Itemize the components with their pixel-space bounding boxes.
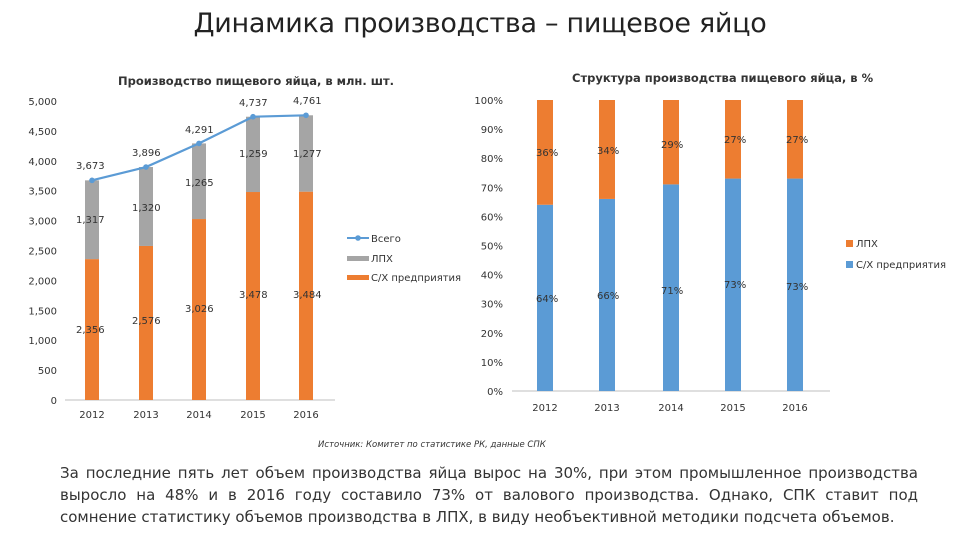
data-label-household: 1,277 [293,149,322,160]
data-label-household-share: 27% [786,135,808,146]
y-tick-label: 4,000 [28,157,57,168]
y-tick-label: 0 [51,396,57,407]
legend-swatch-enterprise [846,261,853,268]
data-label-household: 1,265 [185,178,214,189]
data-label-enterprise-share: 64% [536,294,558,305]
x-tick-label: 2015 [720,403,745,414]
y-tick-label: 90% [481,125,503,136]
y-tick-label: 100% [474,96,503,107]
y-tick-label: 70% [481,183,503,194]
y-tick-label: 50% [481,242,503,253]
legend-label-household: ЛПХ [856,239,878,250]
data-label-total: 3,673 [76,161,105,172]
bar-household [299,115,313,192]
data-label-household-share: 36% [536,148,558,159]
point-total [196,140,202,147]
bar-enterprise-share [663,184,679,391]
x-tick-label: 2012 [79,410,104,421]
y-tick-label: 3,000 [28,217,57,228]
data-label-enterprise: 3,478 [239,290,268,301]
bar-household-share [787,100,803,179]
data-label-enterprise-share: 73% [724,280,746,291]
y-tick-label: 2,500 [28,247,57,258]
data-label-total: 4,737 [239,98,268,109]
legend-swatch-household [846,240,853,247]
point-total [303,112,309,119]
legend-label-enterprise: С/Х предприятия [371,273,461,284]
data-label-enterprise: 2,576 [132,316,161,327]
bar-household-share [663,100,679,185]
x-tick-label: 2015 [240,410,265,421]
legend-label-total: Всего [371,234,401,245]
bar-household [139,167,153,246]
y-tick-label: 30% [481,300,503,311]
left-chart-title: Производство пищевого яйца, в млн. шт. [118,74,394,88]
y-tick-label: 10% [481,358,503,369]
data-label-total: 4,291 [185,125,214,136]
data-label-total: 3,896 [132,148,161,159]
x-tick-label: 2014 [658,403,683,414]
y-tick-label: 1,500 [28,306,57,317]
bar-enterprise-share [599,198,615,391]
y-tick-label: 60% [481,212,503,223]
bar-enterprise [192,219,206,400]
data-label-enterprise-share: 73% [786,282,808,293]
y-tick-label: 20% [481,329,503,340]
x-tick-label: 2013 [133,410,158,421]
point-total [143,164,149,170]
y-tick-label: 5,000 [28,97,57,108]
data-label-enterprise: 2,356 [76,325,105,336]
x-tick-label: 2016 [782,403,807,414]
data-label-household-share: 29% [661,140,683,151]
x-tick-label: 2014 [186,410,211,421]
data-label-household: 1,320 [132,203,161,214]
data-label-household: 1,259 [239,149,268,160]
y-tick-label: 4,500 [28,127,57,138]
data-label-household: 1,317 [76,215,105,226]
y-tick-label: 80% [481,154,503,165]
bar-household-share [537,100,553,205]
legend-label-household: ЛПХ [371,254,393,265]
legend-swatch-enterprise [347,275,369,280]
bar-enterprise-share [725,178,741,391]
data-label-total: 4,761 [293,96,322,107]
bar-enterprise [246,192,260,400]
legend-label-enterprise: С/Х предприятия [856,260,946,271]
bar-enterprise [299,191,313,400]
data-label-enterprise: 3,484 [293,290,322,301]
x-tick-label: 2016 [293,410,318,421]
bar-household [246,116,260,193]
bar-enterprise [85,259,99,400]
y-tick-label: 40% [481,271,503,282]
x-tick-label: 2012 [532,403,557,414]
source-note: Источник: Комитет по статистике РК, данн… [318,440,546,450]
y-tick-label: 2,000 [28,276,57,287]
data-label-enterprise: 3,026 [185,304,214,315]
bar-enterprise-share [537,204,553,391]
y-tick-label: 0% [487,387,503,398]
y-tick-label: 3,500 [28,187,57,198]
data-label-enterprise-share: 66% [597,291,619,302]
legend-marker-total [355,235,361,241]
data-label-enterprise-share: 71% [661,286,683,297]
bar-household [85,180,99,260]
bar-household-share [725,100,741,179]
bar-household [192,143,206,220]
data-label-household-share: 34% [597,146,619,157]
right-chart-title: Структура производства пищевого яйца, в … [572,71,874,85]
x-tick-label: 2013 [594,403,619,414]
data-label-household-share: 27% [724,135,746,146]
bar-household-share [599,100,615,199]
bar-enterprise-share [787,178,803,391]
summary-text: За последние пять лет объем производства… [60,464,918,526]
point-total [89,177,95,184]
page-title: Динамика производства – пищевое яйцо [193,8,767,39]
bar-enterprise [139,245,153,400]
y-tick-label: 1,000 [28,336,57,347]
point-total [250,113,256,120]
y-tick-label: 500 [38,366,57,377]
legend-swatch-household [347,256,369,261]
